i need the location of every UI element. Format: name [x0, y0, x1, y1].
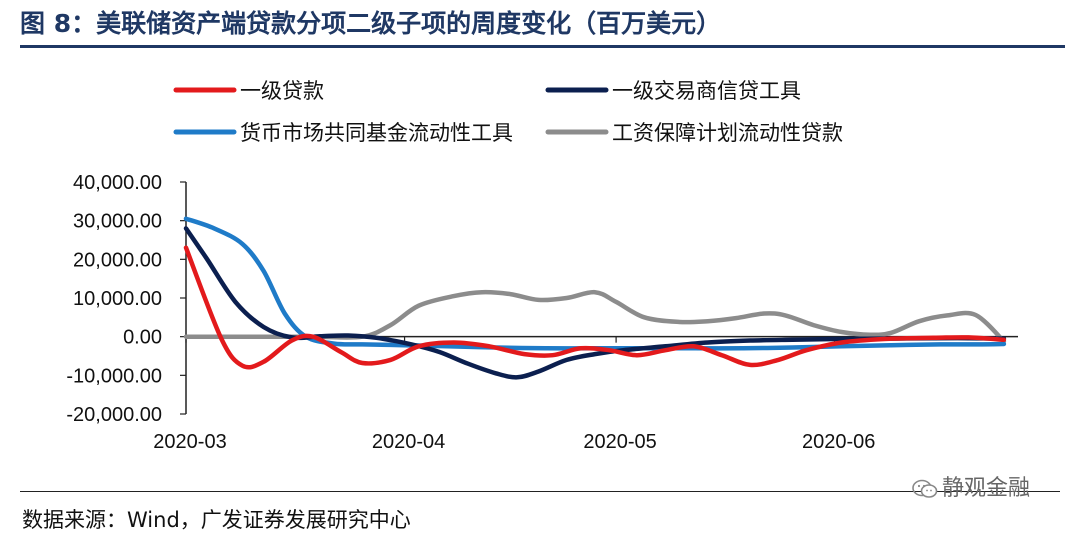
wechat-icon [912, 479, 938, 498]
series-line-2 [183, 226, 1007, 380]
x-tick-label: 2020-04 [372, 431, 445, 453]
brand-watermark: 静观金融 [912, 470, 1030, 502]
legend-label: 货币市场共同基金流动性工具 [240, 121, 513, 145]
title-underline [20, 45, 1065, 48]
series-group [183, 216, 1007, 380]
y-tick-label: 40,000.00 [73, 172, 162, 194]
series-line-1 [183, 245, 1007, 370]
y-tick-label: -20,000.00 [66, 404, 162, 426]
data-source: 数据来源：Wind，广发证券发展研究中心 [22, 508, 411, 532]
y-tick-label: 30,000.00 [73, 211, 162, 233]
legend-label: 一级交易商信贷工具 [612, 79, 801, 103]
y-tick-label: 20,000.00 [73, 249, 162, 271]
footer-rule [20, 491, 1060, 492]
x-tick-label: 2020-05 [583, 431, 656, 453]
brand-name: 静观金融 [942, 476, 1031, 501]
chart-title: 图 8：美联储资产端贷款分项二级子项的周度变化（百万美元） [20, 9, 722, 38]
y-tick-label: 0.00 [123, 327, 162, 349]
legend-label: 一级贷款 [240, 79, 324, 103]
y-tick-label: 10,000.00 [73, 288, 162, 310]
legend-label: 工资保障计划流动性贷款 [612, 121, 843, 145]
series-line-4 [183, 289, 1007, 344]
series-line-3 [183, 216, 1007, 351]
axes: -20,000.00 -10,000.00 0.00 10,000.00 20,000.… [66, 172, 1018, 453]
x-tick-label: 2020-03 [153, 431, 226, 453]
y-tick-label: -10,000.00 [66, 365, 162, 387]
x-tick-label: 2020-06 [802, 431, 875, 453]
